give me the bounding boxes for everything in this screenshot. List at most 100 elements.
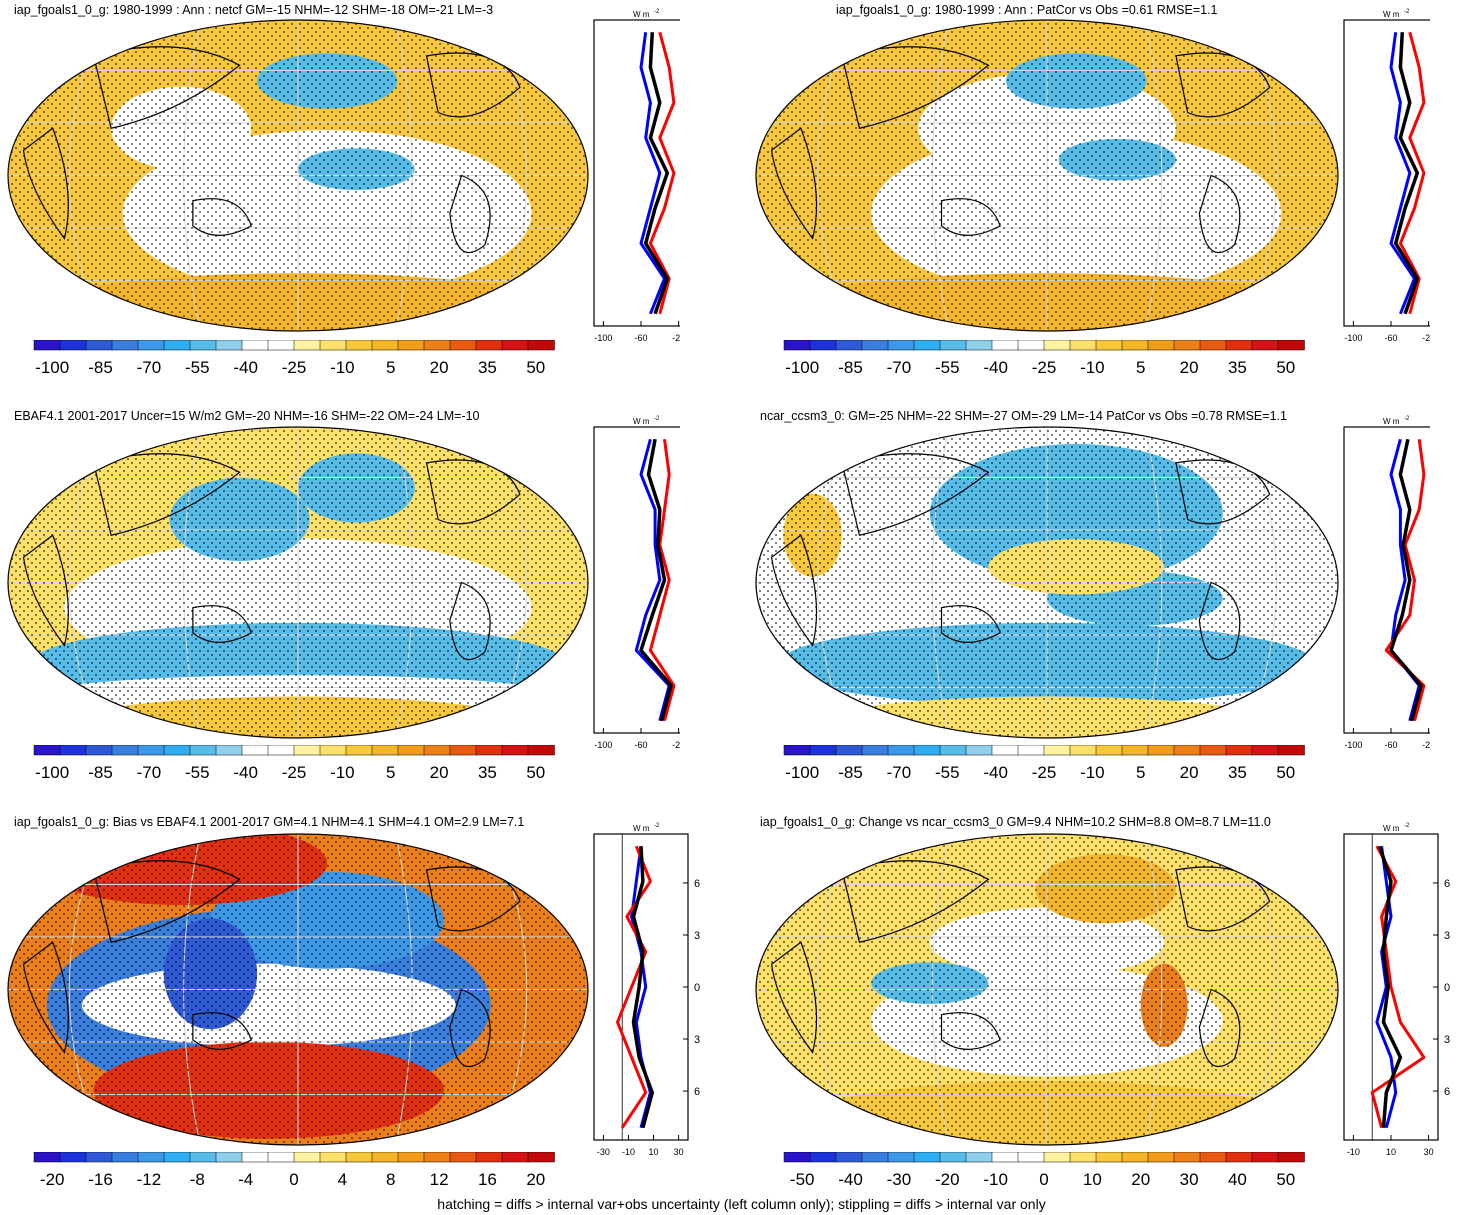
colorbar-swatch — [475, 1152, 503, 1163]
colorbar-swatch — [527, 1152, 555, 1163]
panel-title: iap_fgoals1_0_g: 1980-1999 : Ann : netcf… — [14, 3, 494, 17]
colorbar-label: -10 — [1080, 763, 1105, 782]
profile-tick-label: -20 — [672, 740, 680, 750]
colorbar-label: -10 — [1080, 358, 1105, 377]
colorbar: -100 -85 -70 -55 -40 -25 -10 5 20 35 50 — [783, 340, 1305, 377]
colorbar: -100 -85 -70 -55 -40 -25 -10 5 20 35 50 — [33, 340, 555, 377]
zonal-mean-profile: W m-260N30N030S60S-100-60-20 — [593, 416, 680, 750]
colorbar-swatch — [1199, 340, 1227, 351]
profile-tick-label: -100 — [1344, 333, 1362, 343]
colorbar-label: 50 — [1276, 763, 1295, 782]
colorbar-label: -8 — [190, 1170, 205, 1189]
colorbar-swatch — [1277, 745, 1305, 756]
zonal-mean-profile: W m -2 60N 30N 0 30S 60S -10 10 30 — [1343, 823, 1450, 1157]
colorbar-swatch — [1069, 745, 1097, 756]
colorbar-swatch — [1277, 1152, 1305, 1163]
colorbar-swatch — [783, 340, 811, 351]
world-map — [755, 833, 1339, 1146]
colorbar-swatch — [189, 1152, 217, 1163]
zonal-mean-profile: W m-260N30N030S60S-100-60-20 — [1343, 9, 1430, 343]
model-curve — [634, 438, 671, 722]
colorbar-label: 4 — [338, 1170, 347, 1189]
colorbar-label: -70 — [137, 358, 162, 377]
colorbar-swatch — [1225, 1152, 1253, 1163]
colorbar: -50 -40 -30 -20 -10 0 10 20 30 40 50 — [783, 1152, 1305, 1189]
colorbar-swatch — [1199, 745, 1227, 756]
colorbar-label: -100 — [35, 763, 69, 782]
colorbar-label: -25 — [282, 358, 307, 377]
colorbar-swatch — [85, 1152, 113, 1163]
mean-curve — [639, 438, 673, 722]
colorbar-swatch — [809, 745, 837, 756]
panel-title: EBAF4.1 2001-2017 Uncer=15 W/m2 GM=-20 N… — [14, 409, 480, 423]
colorbar-swatch — [137, 340, 165, 351]
model-curve — [639, 32, 666, 315]
colorbar-swatch — [475, 745, 503, 756]
colorbar-swatch — [163, 1152, 191, 1163]
colorbar-label: -4 — [238, 1170, 253, 1189]
profile-tick-label: 30 — [674, 1147, 684, 1157]
footnote: hatching = diffs > internal var+obs unce… — [437, 1196, 1046, 1212]
mean-curve — [1389, 438, 1423, 722]
zonal-mean-profile: W m-260N30N030S60S-100-60-20 — [593, 9, 680, 343]
colorbar-swatch — [423, 1152, 451, 1163]
colorbar-label: 20 — [1180, 763, 1199, 782]
colorbar-swatch — [835, 340, 863, 351]
colorbar-swatch — [371, 745, 399, 756]
colorbar-label: -30 — [887, 1170, 912, 1189]
colorbar-label: -85 — [838, 358, 863, 377]
colorbar-swatch — [345, 1152, 373, 1163]
colorbar-swatch — [267, 340, 295, 351]
obs-curve — [648, 31, 676, 315]
profile-unit: W m — [633, 824, 650, 833]
lat-tick-label: 60N — [694, 878, 700, 890]
colorbar-swatch — [965, 745, 993, 756]
colorbar-label: 50 — [1276, 1170, 1295, 1189]
profile-unit-exponent: -2 — [1404, 823, 1410, 829]
colorbar-label: 35 — [1228, 358, 1247, 377]
colorbar-label: -16 — [88, 1170, 113, 1189]
colorbar-swatch — [423, 340, 451, 351]
colorbar-label: 40 — [1228, 1170, 1247, 1189]
colorbar-label: -25 — [1032, 763, 1057, 782]
panel-title: iap_fgoals1_0_g: 1980-1999 : Ann : PatCo… — [836, 3, 1218, 17]
colorbar-swatch — [1095, 340, 1123, 351]
profile-tick-label: -60 — [1384, 333, 1397, 343]
colorbar-swatch — [293, 1152, 321, 1163]
colorbar-label: 50 — [526, 358, 545, 377]
colorbar-swatch — [913, 745, 941, 756]
panel-title: iap_fgoals1_0_g: Change vs ncar_ccsm3_0 … — [760, 815, 1271, 829]
colorbar-swatch — [1251, 745, 1279, 756]
colorbar-swatch — [397, 1152, 425, 1163]
colorbar-swatch — [59, 340, 87, 351]
colorbar-swatch — [1017, 745, 1045, 756]
colorbar-swatch — [861, 745, 889, 756]
profile-unit: W m — [633, 10, 650, 19]
colorbar-swatch — [267, 1152, 295, 1163]
colorbar-swatch — [1199, 1152, 1227, 1163]
world-map — [755, 426, 1339, 739]
colorbar-swatch — [527, 340, 555, 351]
colorbar-label: -85 — [88, 358, 113, 377]
obs-curve — [648, 439, 676, 722]
colorbar-swatch — [1043, 340, 1071, 351]
world-map — [755, 19, 1339, 332]
colorbar-swatch — [449, 1152, 477, 1163]
colorbar-swatch — [887, 745, 915, 756]
colorbar-swatch — [423, 745, 451, 756]
colorbar-swatch — [85, 340, 113, 351]
profile-tick-label: -20 — [672, 333, 680, 343]
panel-title: iap_fgoals1_0_g: Bias vs EBAF4.1 2001-20… — [14, 815, 525, 829]
colorbar-swatch — [809, 340, 837, 351]
colorbar-label: -40 — [838, 1170, 863, 1189]
colorbar-label: -100 — [785, 763, 819, 782]
colorbar-swatch — [111, 340, 139, 351]
colorbar-label: 35 — [1228, 763, 1247, 782]
colorbar-label: 16 — [478, 1170, 497, 1189]
colorbar-label: -100 — [785, 358, 819, 377]
colorbar-swatch — [1095, 745, 1123, 756]
colorbar-swatch — [965, 340, 993, 351]
lat-tick-label: 60S — [694, 1086, 700, 1098]
profile-unit-exponent: -2 — [654, 823, 660, 829]
colorbar-swatch — [991, 1152, 1019, 1163]
